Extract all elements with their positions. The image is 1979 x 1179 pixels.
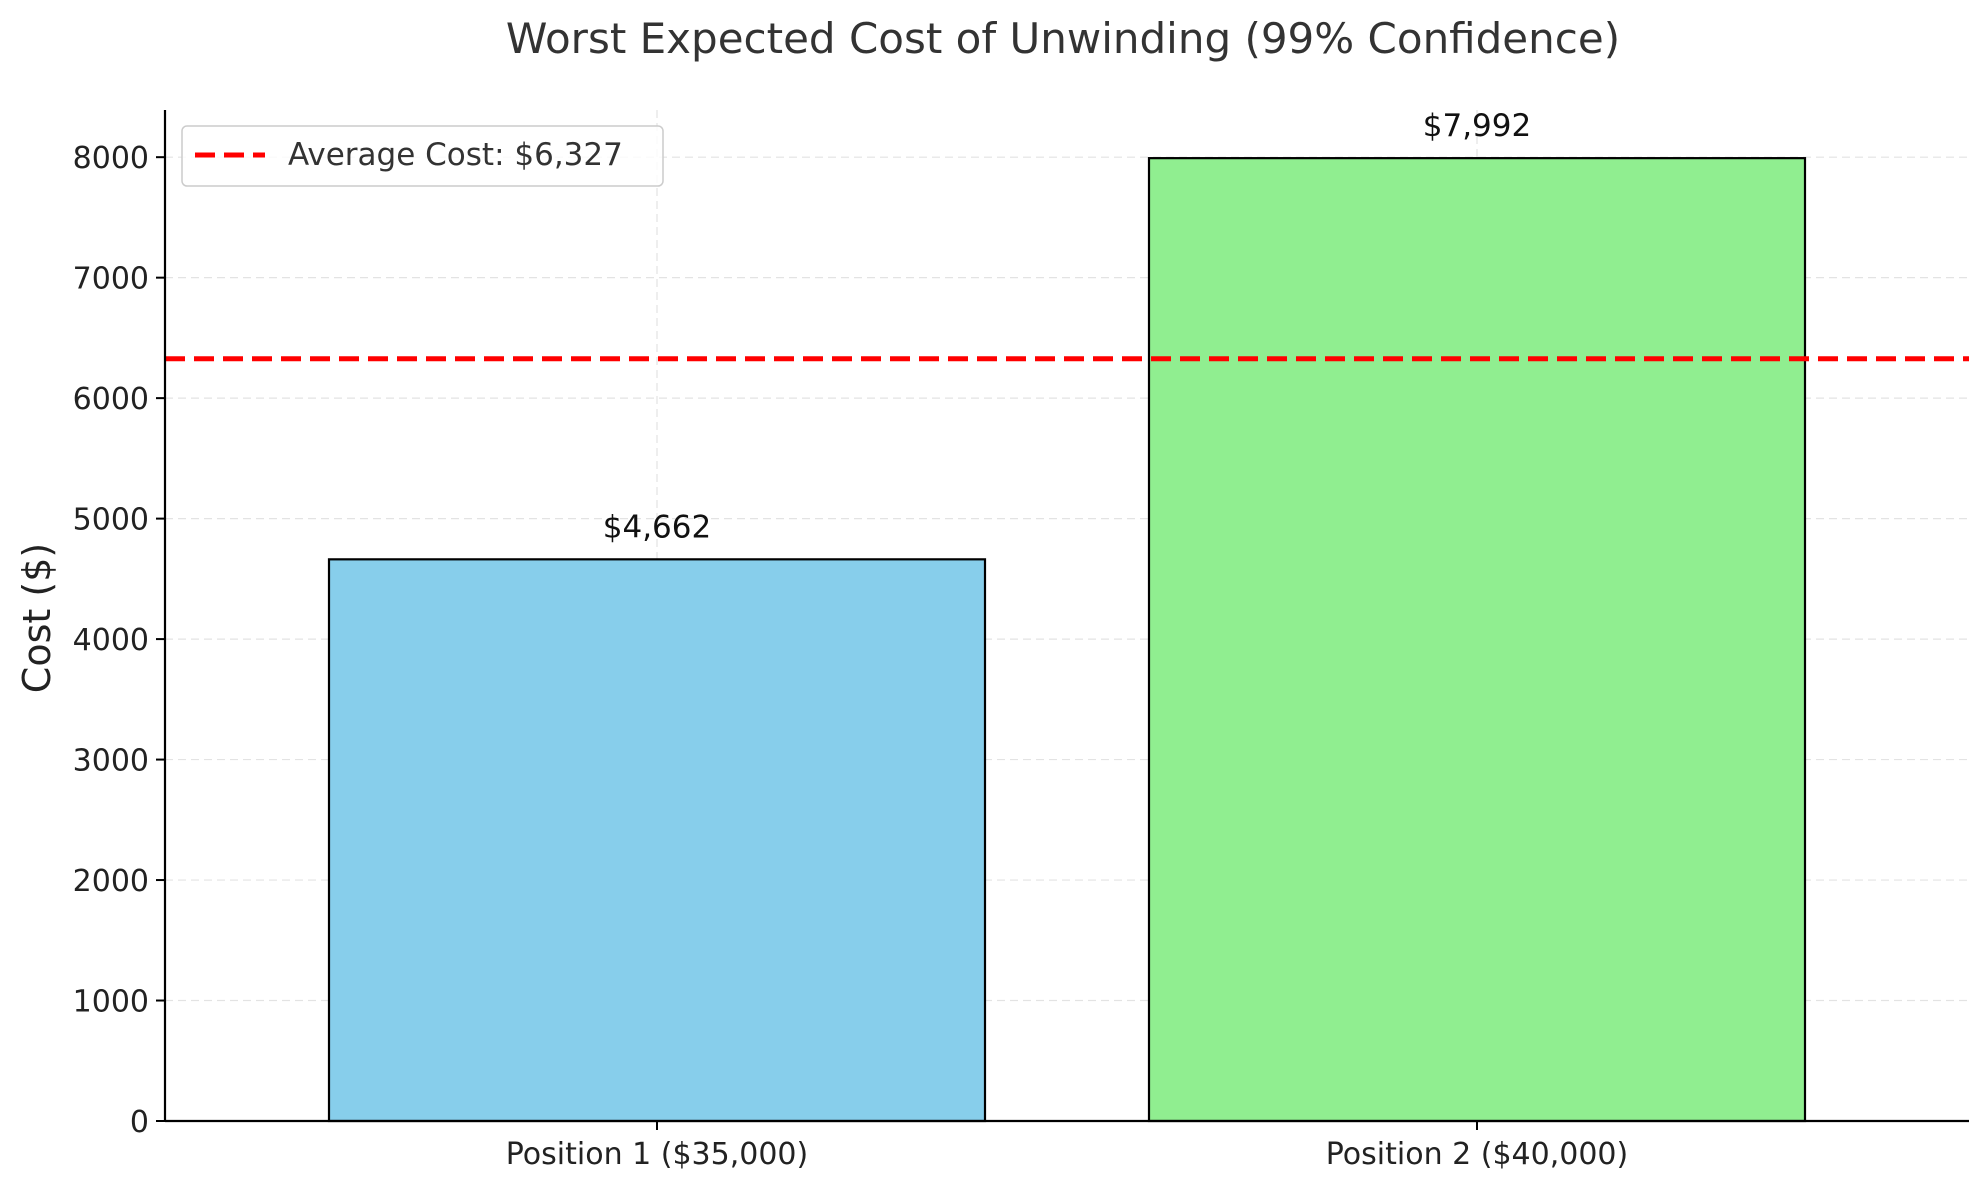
y-tick-label: 2000: [73, 864, 149, 899]
bar-2: [1147, 157, 1807, 1123]
y-axis-label: Cost ($): [15, 543, 59, 693]
y-tick-label: 4000: [73, 623, 149, 658]
bars: [327, 157, 1807, 1123]
y-tick-label: 3000: [73, 744, 149, 779]
x-tick-label: Position 2 ($40,000): [1326, 1137, 1628, 1172]
y-tick-label: 5000: [73, 503, 149, 538]
legend-box: [181, 125, 664, 187]
bar-value-label: $7,992: [1423, 108, 1531, 144]
bar-value-label: $4,662: [603, 509, 711, 545]
bar-1: [327, 558, 987, 1123]
x-tick-label: Position 1 ($35,000): [506, 1137, 808, 1172]
y-tick-label: 7000: [73, 262, 149, 297]
data-labels: $4,662 $7,992: [603, 108, 1531, 545]
axes: 0 1000 2000 3000 4000 5000 6000 7000 8000 Positio…: [73, 110, 1969, 1172]
y-tick-label: 0: [130, 1105, 149, 1140]
y-tick-label: 1000: [73, 985, 149, 1020]
y-tick-label: 8000: [73, 141, 149, 176]
legend-label: Average Cost: $6,327: [288, 137, 623, 173]
y-tick-label: 6000: [73, 382, 149, 417]
chart-title: Worst Expected Cost of Unwinding (99% Co…: [506, 14, 1620, 63]
legend: Average Cost: $6,327: [181, 125, 664, 187]
